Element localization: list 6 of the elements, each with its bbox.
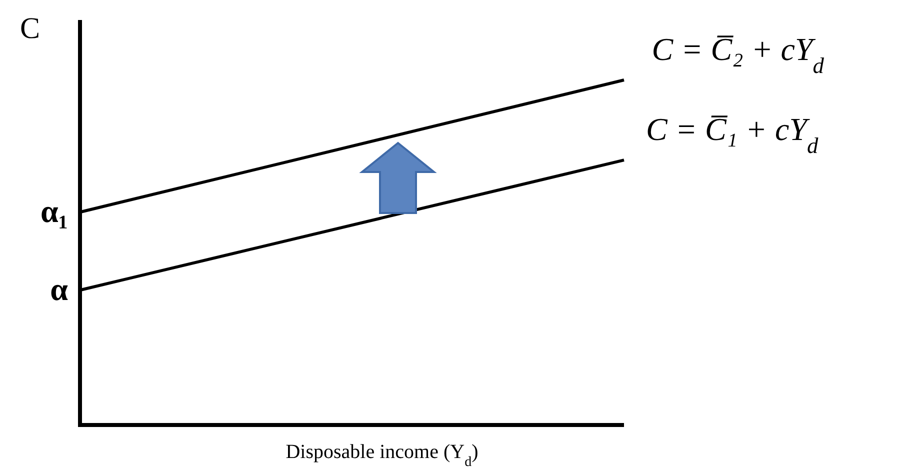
annotation: α [50, 271, 68, 308]
y-axis-title: C [20, 12, 40, 45]
annotation: α₁ [40, 193, 68, 230]
series-label: C = C̅₂ + cY$_{d}$ [652, 31, 825, 78]
series-label: C = C̅₁ + cY$_{d}$ [646, 111, 819, 158]
x-axis-title: Disposable income (Y$_{d}$) [286, 441, 478, 470]
